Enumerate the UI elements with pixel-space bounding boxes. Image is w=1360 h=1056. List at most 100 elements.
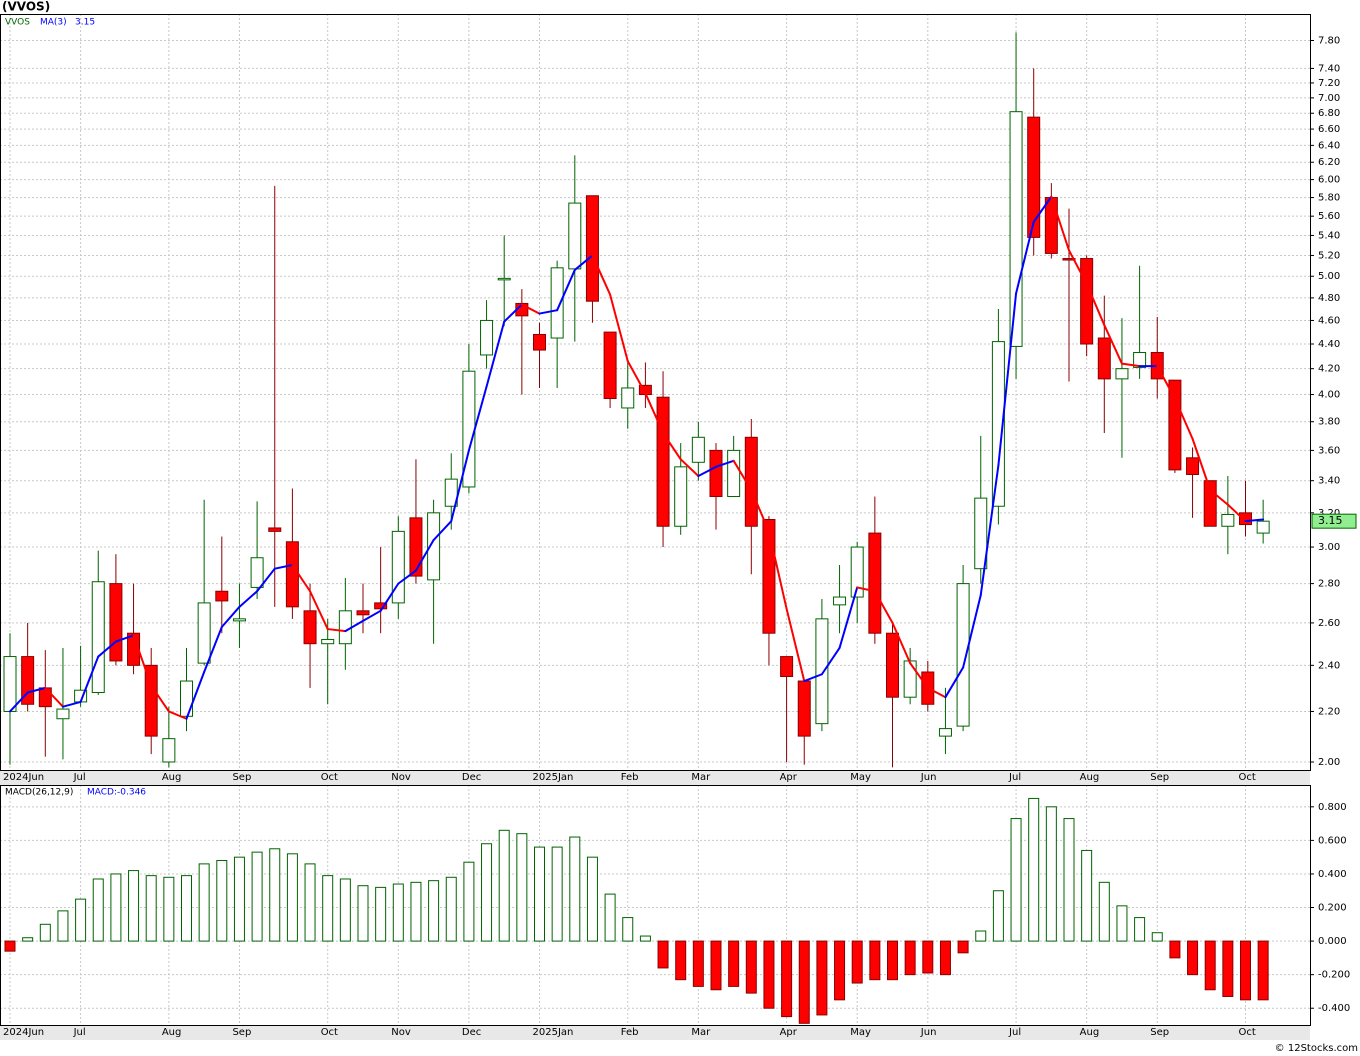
macd-bar bbox=[622, 917, 634, 942]
candle-body bbox=[38, 687, 52, 708]
y-tick-label: 0.400 bbox=[1318, 869, 1347, 880]
ma-line bbox=[1191, 437, 1212, 492]
macd-bar bbox=[922, 940, 934, 974]
macd-bar bbox=[728, 940, 740, 987]
candle-body bbox=[3, 656, 17, 712]
y-tick-label: 4.20 bbox=[1318, 364, 1340, 375]
candle-body bbox=[250, 557, 264, 588]
x-tick-label: Jun bbox=[920, 1027, 937, 1038]
ma-line bbox=[573, 254, 594, 271]
y-tick-label: 5.00 bbox=[1318, 271, 1340, 282]
macd-bar bbox=[1010, 818, 1022, 942]
x-tick-label: Apr bbox=[780, 1027, 798, 1038]
x-tick-label: Sep bbox=[1150, 1027, 1169, 1038]
candle-body bbox=[585, 195, 599, 302]
ma-line bbox=[114, 634, 135, 643]
candle-body bbox=[1239, 512, 1252, 526]
candle-body bbox=[868, 532, 882, 634]
y-tick-label: 3.20 bbox=[1318, 508, 1340, 519]
macd-bar bbox=[22, 937, 34, 942]
macd-bar bbox=[957, 940, 969, 954]
x-tick-label: Jul bbox=[1008, 1027, 1021, 1038]
ma-line bbox=[909, 662, 929, 689]
x-tick-label: Jul bbox=[73, 1027, 86, 1038]
macd-bar bbox=[322, 875, 334, 942]
candle-body bbox=[833, 596, 847, 606]
ma-line bbox=[503, 303, 523, 323]
y-tick-label: 3.00 bbox=[1318, 542, 1340, 553]
ma-line bbox=[662, 432, 682, 461]
candle-body bbox=[762, 518, 776, 634]
macd-bar bbox=[904, 940, 916, 976]
macd-label: MACD:-0.346 bbox=[87, 788, 146, 798]
x-tick-label: Dec bbox=[462, 1027, 481, 1038]
x-tick-label: Aug bbox=[162, 772, 182, 783]
x-tick-label: May bbox=[850, 772, 871, 783]
legend-ma: MA(3) bbox=[40, 18, 67, 28]
macd-bar bbox=[198, 863, 210, 942]
macd-bar bbox=[410, 881, 422, 942]
x-tick-label: Sep bbox=[232, 772, 251, 783]
macd-bar bbox=[445, 876, 457, 942]
candle-body bbox=[797, 680, 811, 737]
candle-body bbox=[815, 618, 829, 725]
candle-body bbox=[974, 497, 988, 570]
candle-body bbox=[674, 466, 688, 527]
ma-line bbox=[1120, 362, 1141, 368]
macd-bar bbox=[145, 875, 157, 942]
ma-line bbox=[520, 303, 541, 315]
y-tick-label: 4.60 bbox=[1318, 315, 1340, 326]
candle-body bbox=[232, 618, 246, 622]
y-tick-label: 6.20 bbox=[1318, 157, 1340, 168]
x-tick-label: Feb bbox=[621, 1027, 639, 1038]
y-tick-label: 5.80 bbox=[1318, 193, 1340, 204]
x-tick-label: Aug bbox=[1080, 772, 1100, 783]
ma-line bbox=[1085, 282, 1106, 327]
x-tick-label: Jul bbox=[1008, 772, 1021, 783]
candle-body bbox=[991, 341, 1005, 507]
x-tick-label: Sep bbox=[232, 1027, 251, 1038]
macd-bar bbox=[992, 890, 1004, 942]
ma-line bbox=[256, 567, 276, 593]
x-tick-label: Mar bbox=[691, 1027, 711, 1038]
x-tick-label: Dec bbox=[462, 772, 481, 783]
macd-bar bbox=[975, 930, 987, 942]
candle-body bbox=[480, 319, 494, 356]
macd-bar bbox=[1063, 818, 1075, 942]
y-tick-label: 5.60 bbox=[1318, 211, 1340, 222]
macd-bar bbox=[763, 940, 775, 1009]
candle-body bbox=[1080, 258, 1094, 345]
ma-line bbox=[291, 564, 312, 593]
ma-line bbox=[1032, 195, 1053, 223]
y-tick-label: 7.00 bbox=[1318, 93, 1340, 104]
candle-body bbox=[1044, 197, 1058, 254]
candle-body bbox=[886, 632, 899, 698]
x-tick-label: 2024Jun bbox=[3, 772, 44, 783]
macd-bar bbox=[1222, 940, 1234, 997]
x-tick-label: Sep bbox=[1150, 772, 1169, 783]
candle-body bbox=[603, 331, 617, 400]
ma-line bbox=[926, 686, 947, 699]
x-tick-label: Oct bbox=[321, 772, 338, 783]
ma-line bbox=[485, 320, 506, 388]
y-tick-label: 0.800 bbox=[1318, 802, 1347, 813]
macd-bar bbox=[163, 876, 175, 942]
y-tick-label: 7.40 bbox=[1318, 63, 1340, 74]
y-tick-label: 4.80 bbox=[1318, 293, 1340, 304]
candle-body bbox=[497, 277, 511, 281]
candle-body bbox=[427, 512, 441, 581]
macd-bar bbox=[304, 863, 316, 942]
ma-line bbox=[1015, 220, 1035, 295]
ma-line bbox=[538, 309, 559, 315]
candle-body bbox=[1062, 258, 1076, 261]
macd-bar bbox=[657, 940, 669, 969]
ma-line bbox=[1156, 365, 1176, 400]
candle-body bbox=[1168, 379, 1182, 471]
x-tick-label: Oct bbox=[1239, 772, 1256, 783]
macd-bar bbox=[339, 878, 351, 942]
x-tick-label: May bbox=[850, 1027, 871, 1038]
candle-body bbox=[356, 610, 370, 616]
y-tick-label: 7.80 bbox=[1318, 36, 1340, 47]
ma-line bbox=[856, 586, 876, 593]
ma-line bbox=[1244, 518, 1265, 523]
